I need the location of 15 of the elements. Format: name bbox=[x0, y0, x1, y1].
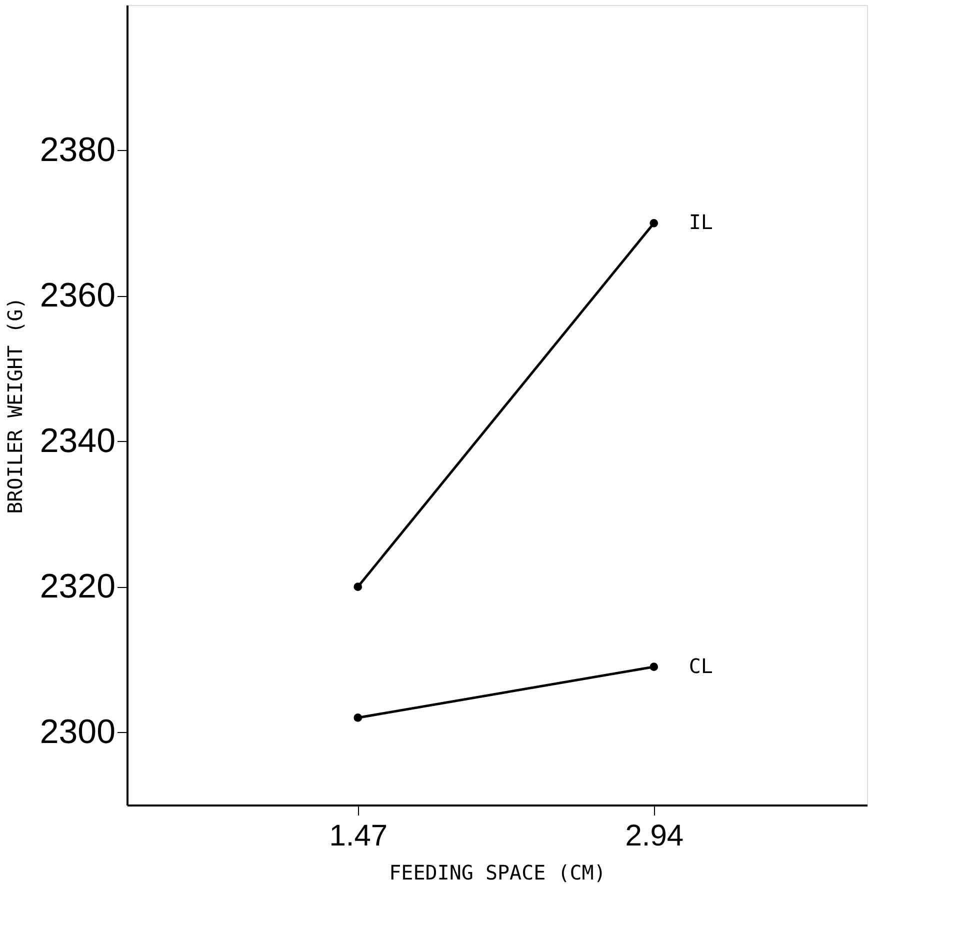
point bbox=[650, 662, 658, 671]
point bbox=[354, 714, 362, 722]
y-tick-label: 2300 bbox=[40, 712, 116, 751]
x-tick-label: 1.47 bbox=[329, 820, 388, 852]
series-label: IL bbox=[688, 210, 713, 234]
y-axis-title: BROILER WEIGHT (G) bbox=[2, 297, 27, 514]
point bbox=[354, 582, 362, 591]
series-label: CL bbox=[688, 654, 713, 678]
x-axis-title: FEEDING SPACE (CM) bbox=[389, 860, 606, 884]
y-tick-label: 2340 bbox=[40, 422, 116, 460]
y-tick-label: 2380 bbox=[40, 130, 116, 169]
y-tick-label: 2320 bbox=[40, 567, 116, 606]
point bbox=[650, 219, 658, 228]
x-tick-label: 2.94 bbox=[625, 820, 684, 852]
y-tick-label: 2360 bbox=[40, 276, 116, 314]
